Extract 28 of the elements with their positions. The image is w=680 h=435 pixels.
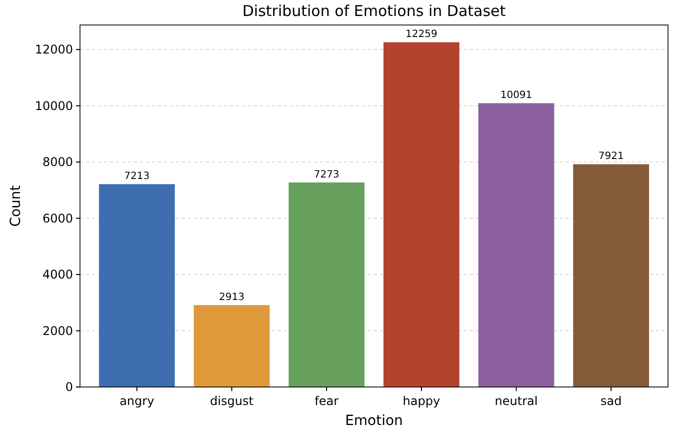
bar	[573, 164, 650, 387]
data-label: 2913	[219, 292, 244, 304]
y-tick-label: 12000	[34, 42, 73, 57]
y-tick-label: 4000	[42, 268, 73, 282]
x-axis-title: Emotion	[345, 413, 403, 429]
x-tick-label: happy	[402, 394, 440, 408]
bar	[98, 184, 175, 387]
y-tick-label: 0	[65, 380, 73, 394]
bar	[288, 182, 365, 387]
data-label: 7273	[314, 169, 340, 180]
data-label: 7921	[598, 151, 624, 162]
data-label: 12259	[406, 29, 438, 40]
data-label: 10091	[500, 90, 532, 102]
y-tick-label: 10000	[34, 98, 73, 113]
x-tick-label: sad	[600, 394, 622, 408]
bar	[478, 103, 554, 387]
y-tick-label: 2000	[42, 324, 73, 338]
y-tick-label: 6000	[42, 211, 73, 226]
x-tick-label: disgust	[210, 394, 254, 408]
x-tick-label: neutral	[494, 394, 538, 408]
bar	[383, 42, 460, 387]
y-axis-title: Count	[8, 184, 24, 227]
data-label: 7213	[124, 171, 150, 182]
x-tick-label: angry	[120, 394, 154, 408]
bar	[194, 305, 270, 387]
x-tick-label: fear	[314, 394, 339, 408]
y-tick-label: 8000	[42, 155, 73, 170]
chart-title: Distribution of Emotions in Dataset	[242, 2, 506, 20]
